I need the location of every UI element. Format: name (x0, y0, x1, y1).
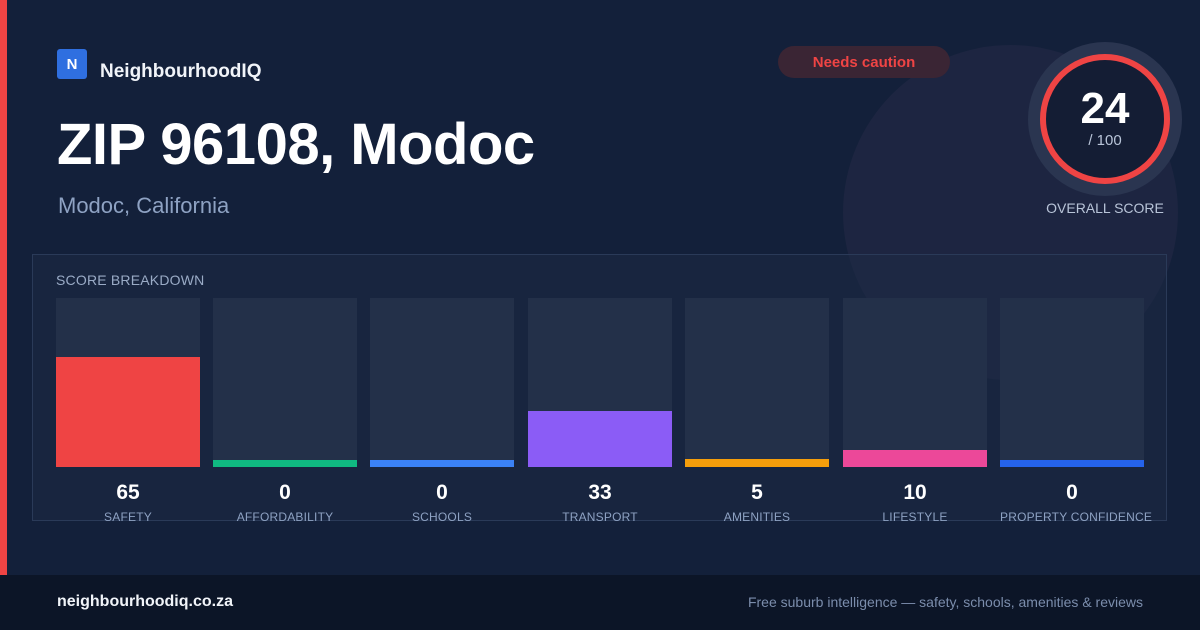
category-value: 33 (588, 481, 612, 504)
category-label: SAFETY (104, 510, 152, 524)
category-schools: 0 SCHOOLS (370, 298, 514, 524)
overall-score-ring (1028, 42, 1182, 196)
page-title: ZIP 96108, Modoc (57, 112, 535, 177)
category-transport: 33 TRANSPORT (528, 298, 672, 524)
accent-bar (0, 0, 7, 575)
category-bar-track (528, 298, 672, 467)
category-label: PROPERTY CONFIDENCE (1000, 510, 1153, 524)
overall-score-value: 24 (1080, 84, 1130, 133)
footer-site-link[interactable]: neighbourhoodiq.co.za (57, 593, 233, 610)
category-value: 0 (436, 481, 448, 504)
category-bar-fill (56, 357, 200, 467)
category-value: 0 (279, 481, 291, 504)
category-amenities: 5 AMENITIES (685, 298, 829, 524)
status-badge: Needs caution (778, 46, 950, 78)
category-bar-fill (843, 450, 987, 467)
category-bar-track (56, 298, 200, 467)
category-bar-fill (685, 459, 829, 467)
category-bar-track (213, 298, 357, 467)
location-subtitle: Modoc, California (58, 193, 230, 218)
footer (0, 575, 1200, 630)
category-value: 65 (116, 481, 140, 504)
category-bar-track (370, 298, 514, 467)
category-bar-fill (370, 460, 514, 467)
category-bar-fill (528, 411, 672, 467)
overall-score-max: / 100 (1088, 132, 1122, 149)
logo-icon: N (57, 49, 87, 79)
category-bar-track (685, 298, 829, 467)
footer-tagline: Free suburb intelligence — safety, schoo… (747, 594, 1143, 610)
category-label: AMENITIES (723, 510, 791, 524)
category-property-confidence: 0 PROPERTY CONFIDENCE (1000, 298, 1153, 524)
category-lifestyle: 10 LIFESTYLE (843, 298, 987, 524)
category-label: LIFESTYLE (882, 510, 948, 524)
category-bar-fill (213, 460, 357, 467)
overall-score-caption: OVERALL SCORE (1046, 200, 1164, 216)
category-value: 0 (1066, 481, 1078, 504)
brand-name: NeighbourhoodIQ (100, 61, 262, 82)
category-value: 10 (903, 481, 927, 504)
category-safety: 65 SAFETY (56, 298, 200, 524)
category-label: AFFORDABILITY (236, 510, 334, 524)
brand-logo[interactable]: N NeighbourhoodIQ (57, 45, 261, 83)
score-ring-stroke (1040, 54, 1170, 184)
category-bar-track (843, 298, 987, 467)
breakdown-title: SCORE BREAKDOWN (56, 272, 205, 288)
category-label: SCHOOLS (411, 510, 473, 524)
category-bar-fill (1000, 460, 1144, 467)
category-bar-track (1000, 298, 1144, 467)
category-affordability: 0 AFFORDABILITY (213, 298, 357, 524)
category-value: 5 (751, 481, 763, 504)
category-label: TRANSPORT (562, 510, 638, 524)
